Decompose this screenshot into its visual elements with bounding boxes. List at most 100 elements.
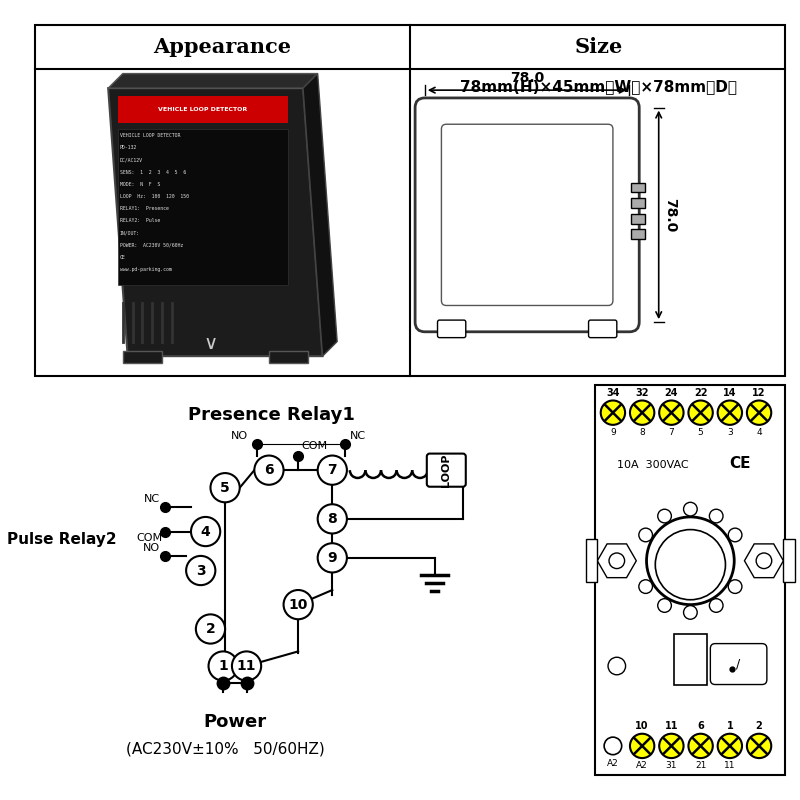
Bar xyxy=(631,230,645,239)
Text: VEHICLE LOOP DETECTOR: VEHICLE LOOP DETECTOR xyxy=(120,133,180,138)
Text: 12: 12 xyxy=(752,387,766,398)
Text: 34: 34 xyxy=(606,387,620,398)
Text: A2: A2 xyxy=(607,758,618,767)
Circle shape xyxy=(210,473,240,502)
Bar xyxy=(631,214,645,224)
Text: SENS:  1  2  3  4  5  6: SENS: 1 2 3 4 5 6 xyxy=(120,170,186,174)
Text: LOOP  Hz:  100  120  150: LOOP Hz: 100 120 150 xyxy=(120,194,189,199)
Text: 10: 10 xyxy=(289,598,308,612)
Bar xyxy=(631,182,645,193)
Circle shape xyxy=(639,580,653,594)
Circle shape xyxy=(283,590,313,619)
Text: 1: 1 xyxy=(726,721,734,731)
Text: 14: 14 xyxy=(723,387,737,398)
Text: NO: NO xyxy=(142,543,160,553)
Text: DC/AC12V: DC/AC12V xyxy=(120,158,143,162)
Circle shape xyxy=(710,598,723,612)
Text: COM: COM xyxy=(137,534,162,543)
Circle shape xyxy=(710,510,723,523)
Text: Size: Size xyxy=(574,38,622,58)
Circle shape xyxy=(209,651,238,681)
FancyBboxPatch shape xyxy=(442,124,613,306)
Text: 11: 11 xyxy=(665,721,678,731)
Text: 10: 10 xyxy=(635,721,649,731)
FancyBboxPatch shape xyxy=(589,320,617,338)
Circle shape xyxy=(630,401,654,425)
Text: (AC230V±10%   50/60HZ): (AC230V±10% 50/60HZ) xyxy=(126,742,325,756)
Text: RELAY2:  Pulse: RELAY2: Pulse xyxy=(120,218,160,223)
FancyBboxPatch shape xyxy=(710,644,767,685)
Circle shape xyxy=(196,614,225,644)
Text: RELAY1:  Presence: RELAY1: Presence xyxy=(120,206,169,211)
Text: 5: 5 xyxy=(698,428,703,437)
Text: 11: 11 xyxy=(724,761,735,770)
Circle shape xyxy=(655,530,726,600)
Polygon shape xyxy=(108,74,318,88)
Text: Presence Relay1: Presence Relay1 xyxy=(189,406,355,424)
Text: 78.0: 78.0 xyxy=(663,198,678,232)
Circle shape xyxy=(232,651,261,681)
Text: 21: 21 xyxy=(695,761,706,770)
Text: 78.0: 78.0 xyxy=(510,71,544,86)
FancyBboxPatch shape xyxy=(427,454,466,486)
Text: 78mm(H)×45mm（W）×78mm（D）: 78mm(H)×45mm（W）×78mm（D） xyxy=(460,78,737,94)
Text: 24: 24 xyxy=(665,387,678,398)
Text: NC: NC xyxy=(144,494,160,504)
Bar xyxy=(118,96,289,123)
Text: LOOP: LOOP xyxy=(442,454,451,487)
Circle shape xyxy=(683,606,697,619)
Polygon shape xyxy=(108,88,322,356)
Text: 6: 6 xyxy=(264,463,274,477)
Circle shape xyxy=(659,401,683,425)
Text: 2: 2 xyxy=(206,622,215,636)
Circle shape xyxy=(646,517,734,605)
Bar xyxy=(595,386,786,775)
FancyBboxPatch shape xyxy=(438,320,466,338)
Bar xyxy=(674,634,707,685)
Circle shape xyxy=(659,734,683,758)
Text: Appearance: Appearance xyxy=(153,38,291,58)
Text: 3: 3 xyxy=(196,563,206,578)
Circle shape xyxy=(630,734,654,758)
Circle shape xyxy=(683,502,697,516)
Circle shape xyxy=(747,401,771,425)
Text: CE: CE xyxy=(120,255,126,260)
Bar xyxy=(631,198,645,208)
Text: POWER:  AC230V 50/60Hz: POWER: AC230V 50/60Hz xyxy=(120,242,183,248)
FancyBboxPatch shape xyxy=(415,98,639,332)
Text: 4: 4 xyxy=(756,428,762,437)
Text: PD-132: PD-132 xyxy=(120,145,137,150)
Text: 8: 8 xyxy=(639,428,645,437)
Text: A2: A2 xyxy=(636,761,648,770)
Polygon shape xyxy=(303,74,337,356)
Text: 32: 32 xyxy=(635,387,649,398)
Text: NC: NC xyxy=(350,431,366,441)
Bar xyxy=(122,351,162,363)
Text: NO: NO xyxy=(230,431,247,441)
Circle shape xyxy=(658,510,671,523)
Circle shape xyxy=(728,528,742,542)
Circle shape xyxy=(318,504,347,534)
Circle shape xyxy=(191,517,220,546)
Bar xyxy=(586,539,598,582)
Circle shape xyxy=(318,543,347,573)
Text: 11: 11 xyxy=(237,659,256,673)
Text: 4: 4 xyxy=(201,525,210,538)
Circle shape xyxy=(689,401,713,425)
Text: 7: 7 xyxy=(327,463,337,477)
Text: 7: 7 xyxy=(669,428,674,437)
Circle shape xyxy=(318,455,347,485)
Text: 31: 31 xyxy=(666,761,677,770)
Bar xyxy=(35,25,786,376)
Text: ∨: ∨ xyxy=(203,334,218,353)
Circle shape xyxy=(608,658,626,674)
Text: 5: 5 xyxy=(220,481,230,494)
Text: 3: 3 xyxy=(727,428,733,437)
Circle shape xyxy=(604,737,622,754)
Text: COM: COM xyxy=(301,441,327,450)
Text: Power: Power xyxy=(203,713,266,730)
Text: /: / xyxy=(737,658,741,670)
Text: 1: 1 xyxy=(218,659,228,673)
Circle shape xyxy=(718,734,742,758)
Bar xyxy=(118,129,289,285)
